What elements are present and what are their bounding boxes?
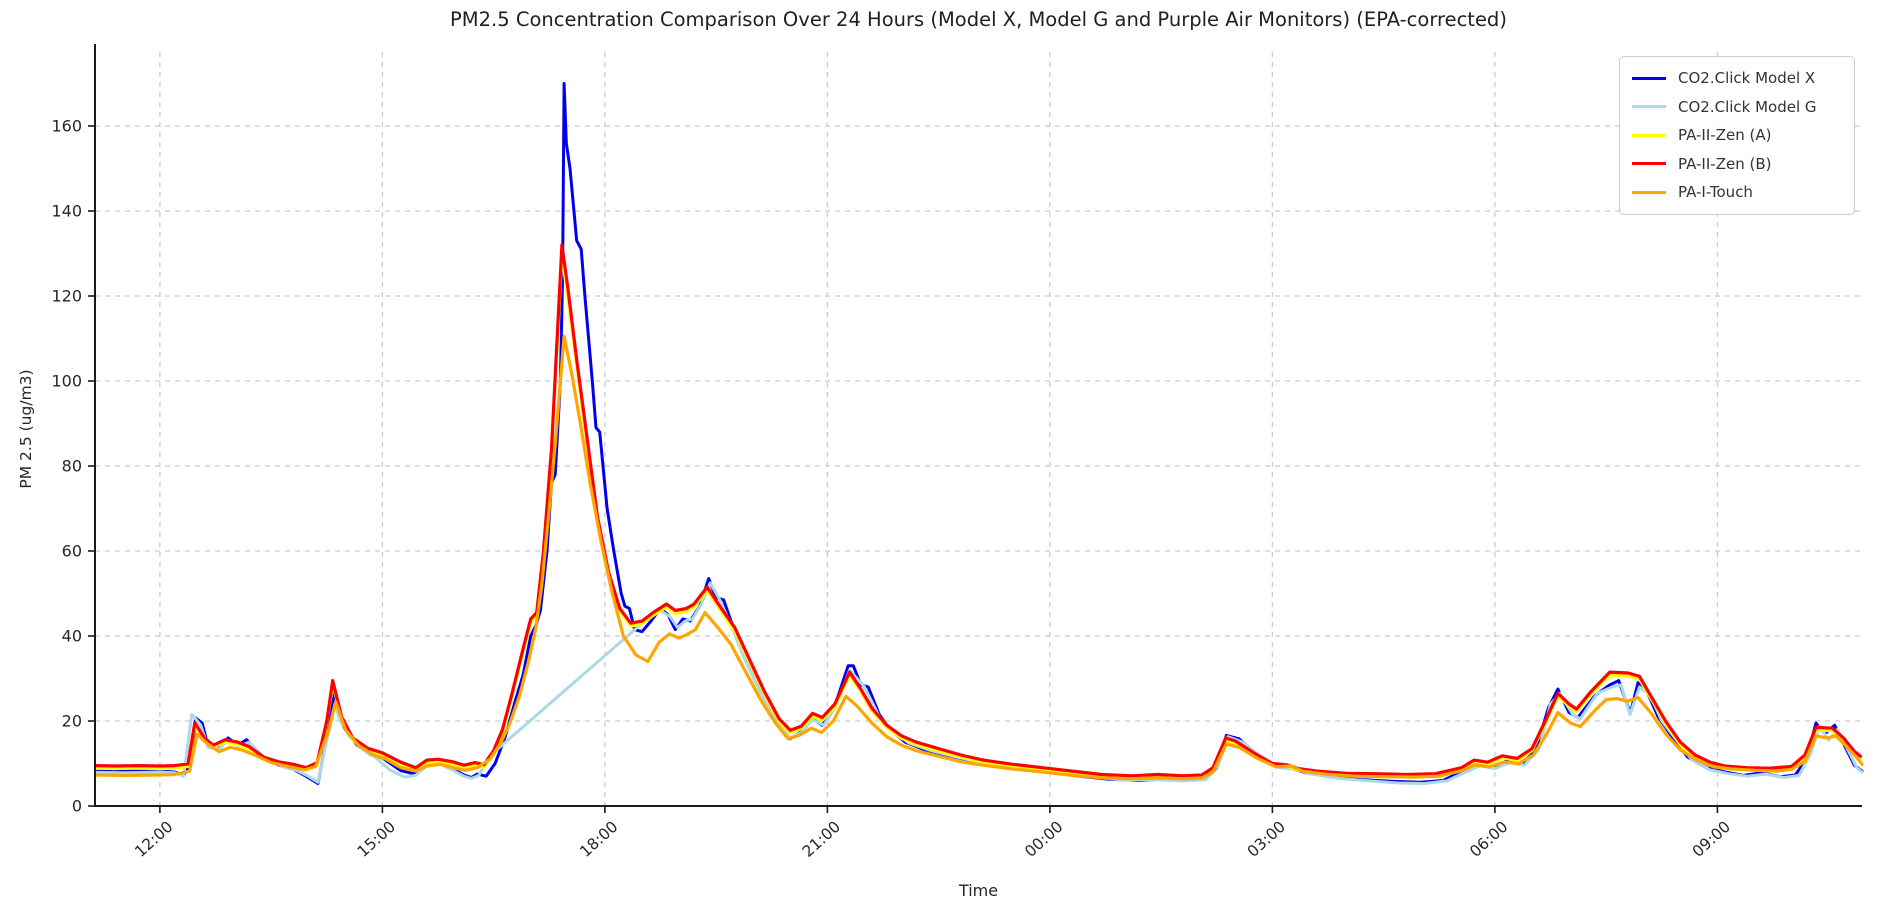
y-tick-label: 40 [62,627,82,646]
x-tick-label: 00:00 [1021,818,1066,861]
legend-label-pa-ii-zen-a: PA-II-Zen (A) [1678,126,1772,145]
x-tick-label: 06:00 [1466,818,1511,861]
legend-swatch-co2-click-model-g [1632,105,1666,109]
x-tick-label: 09:00 [1689,818,1734,861]
series-line-co2-click-model-x [93,82,1864,785]
series-line-pa-ii-zen-a [93,254,1862,779]
x-tick-label: 03:00 [1244,818,1289,861]
y-tick-label: 100 [51,372,82,391]
y-tick-label: 60 [62,542,82,561]
series-line-pa-i-touch [93,334,1864,781]
y-axis-label: PM 2.5 (ug/m3) [17,369,35,489]
legend-swatch-co2-click-model-x [1632,76,1666,80]
x-tick-label: 21:00 [799,818,844,861]
legend-label-co2-click-model-g: CO2.Click Model G [1678,97,1817,116]
legend-label-co2-click-model-x: CO2.Click Model X [1678,69,1816,88]
x-tick-label: 15:00 [354,818,399,861]
legend-swatch-pa-ii-zen-a [1632,133,1666,137]
legend-swatch-pa-i-touch [1632,190,1666,194]
legend-row-pa-i-touch: PA-I-Touch [1632,178,1844,207]
x-tick-label: 12:00 [131,818,176,861]
x-tick-label: 18:00 [576,818,621,861]
y-tick-label: 0 [72,797,82,816]
legend-swatch-pa-ii-zen-b [1632,162,1666,166]
legend-label-pa-i-touch: PA-I-Touch [1678,183,1753,202]
chart-title: PM2.5 Concentration Comparison Over 24 H… [450,8,1507,31]
legend-label-pa-ii-zen-b: PA-II-Zen (B) [1678,154,1772,173]
legend-row-co2-click-model-g: CO2.Click Model G [1632,93,1844,122]
legend: CO2.Click Model X CO2.Click Model G PA-II-… [1619,56,1855,215]
y-tick-label: 80 [62,457,82,476]
y-tick-label: 20 [62,712,82,731]
y-tick-label: 140 [51,202,82,221]
legend-row-co2-click-model-x: CO2.Click Model X [1632,64,1844,93]
legend-row-pa-ii-zen-a: PA-II-Zen (A) [1632,121,1844,150]
x-axis-label: Time [958,881,999,900]
y-tick-label: 160 [51,117,82,136]
y-tick-label: 120 [51,287,82,306]
legend-row-pa-ii-zen-b: PA-II-Zen (B) [1632,150,1844,179]
